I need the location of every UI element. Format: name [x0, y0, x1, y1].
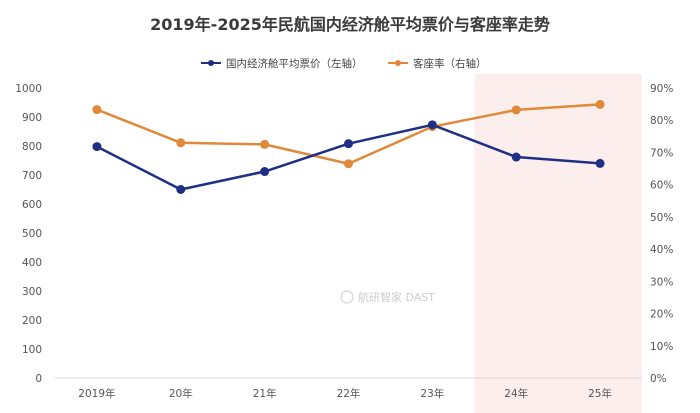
watermark-text: 航研智家 DAST — [358, 290, 435, 304]
data-point-load-factor — [344, 159, 353, 169]
legend-label-fare: 国内经济舱平均票价（左轴） — [226, 57, 363, 70]
data-point-fare — [344, 139, 353, 149]
x-axis: 2019年 20年 21年 22年 23年 24年 25年 — [78, 387, 612, 400]
left-y-tick-label: 1000 — [15, 83, 42, 95]
left-y-tick-label: 900 — [22, 112, 42, 124]
series-layer — [92, 99, 605, 194]
left-y-tick-label: 400 — [22, 257, 42, 269]
right-y-tick-label: 10% — [650, 341, 673, 353]
left-y-tick-label: 700 — [22, 170, 42, 182]
left-y-tick-label: 800 — [22, 141, 42, 153]
left-y-tick-label: 0 — [35, 373, 42, 385]
chart-title: 2019年-2025年民航国内经济舱平均票价与客座率走势 — [150, 15, 550, 34]
legend-marker-load-factor — [395, 60, 401, 66]
x-tick-label: 23年 — [420, 387, 444, 400]
x-tick-label: 20年 — [169, 387, 193, 400]
x-tick-label: 25年 — [588, 387, 612, 400]
right-y-tick-label: 0% — [650, 373, 667, 385]
right-y-tick-label: 40% — [650, 244, 673, 256]
x-tick-label: 22年 — [337, 387, 361, 400]
x-tick-label: 21年 — [253, 387, 277, 400]
x-tick-label: 24年 — [504, 387, 528, 400]
data-point-load-factor — [260, 139, 270, 149]
left-y-tick-label: 300 — [22, 286, 42, 298]
data-point-load-factor — [92, 105, 102, 115]
legend: 国内经济舱平均票价（左轴） 客座率（右轴） — [201, 57, 487, 70]
data-point-fare — [511, 152, 521, 162]
highlight-band — [474, 74, 642, 413]
data-point-fare — [595, 158, 605, 168]
right-y-tick-label: 70% — [650, 147, 673, 159]
data-point-fare — [92, 142, 102, 152]
right-y-tick-label: 20% — [650, 309, 673, 321]
watermark: 航研智家 DAST — [340, 290, 435, 304]
right-y-tick-label: 30% — [650, 276, 673, 288]
data-point-load-factor — [176, 138, 186, 148]
data-point-fare — [176, 185, 186, 194]
right-y-tick-label: 90% — [650, 83, 673, 95]
left-y-tick-label: 600 — [22, 199, 42, 211]
right-y-tick-label: 50% — [650, 212, 673, 224]
legend-marker-fare — [208, 60, 214, 66]
data-point-load-factor — [511, 105, 521, 115]
left-y-tick-label: 100 — [22, 344, 42, 356]
right-y-axis: 0% 10% 20% 30% 40% 50% 60% 70% 80% 90% — [650, 83, 673, 385]
legend-label-load-factor: 客座率（右轴） — [413, 57, 487, 70]
data-point-fare — [260, 167, 270, 177]
right-y-tick-label: 60% — [650, 180, 673, 192]
right-y-tick-label: 80% — [650, 115, 673, 127]
watermark-logo-icon — [340, 290, 354, 304]
left-y-tick-label: 500 — [22, 228, 42, 240]
data-point-fare — [427, 120, 437, 130]
x-tick-label: 2019年 — [78, 387, 115, 400]
data-point-load-factor — [595, 99, 605, 109]
left-y-tick-label: 200 — [22, 315, 42, 327]
left-y-axis: 0 100 200 300 400 500 600 700 800 900 1000 — [15, 83, 42, 385]
